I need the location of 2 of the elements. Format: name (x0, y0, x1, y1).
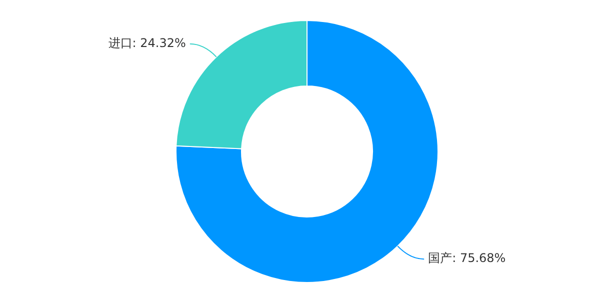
slice-label: 进口: 24.32% (108, 36, 186, 50)
slice-label: 国产: 75.68% (428, 251, 506, 266)
